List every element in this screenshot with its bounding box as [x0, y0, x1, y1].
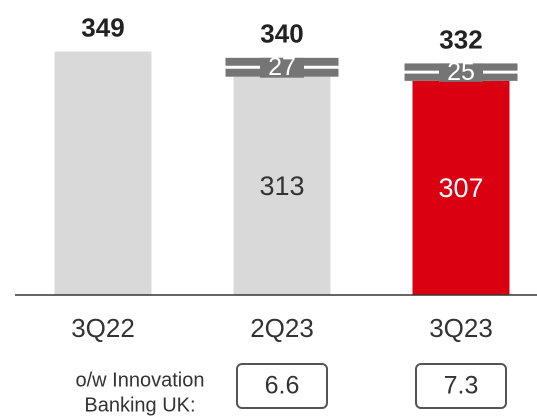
segment-label: 307	[438, 173, 483, 203]
total-label: 332	[439, 24, 482, 54]
x-tick-label: 3Q23	[429, 313, 493, 343]
total-label: 349	[81, 12, 124, 42]
segment-label: 27	[268, 53, 296, 81]
segment-label-box	[439, 63, 483, 82]
total-label: 340	[260, 19, 303, 49]
note-value: 6.6	[265, 372, 300, 400]
bar	[412, 80, 510, 296]
segment-label-box	[260, 57, 304, 78]
bar	[233, 76, 331, 296]
note-box	[415, 363, 507, 409]
bar	[54, 51, 152, 296]
segment-label: 25	[447, 58, 475, 86]
note-box	[236, 363, 328, 409]
x-tick-label: 3Q22	[71, 313, 135, 343]
note-value: 7.3	[444, 372, 479, 400]
note-label: o/w Innovation	[76, 369, 205, 391]
note-label: Banking UK:	[84, 394, 195, 416]
segment-label: 313	[259, 171, 304, 201]
x-tick-label: 2Q23	[250, 313, 314, 343]
